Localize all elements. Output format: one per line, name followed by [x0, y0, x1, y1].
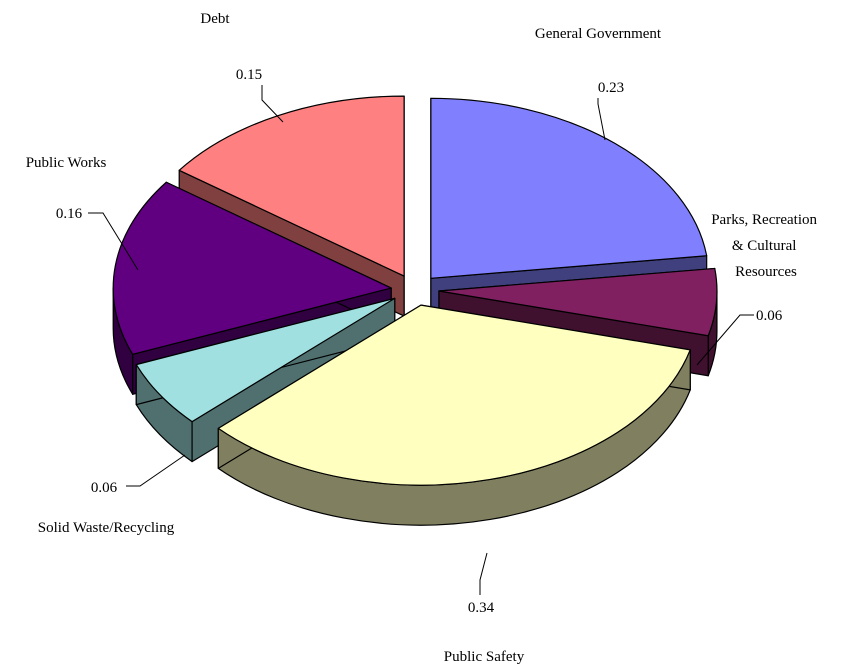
leader-line-general-government [597, 98, 606, 141]
leader-line-debt [261, 85, 284, 123]
value-label-general-government: 0.23 [598, 80, 624, 96]
slice-parks-recreation-cultural-resources [438, 267, 718, 337]
leader-line-public-safety [479, 552, 488, 595]
category-label-general-government: General Government [535, 26, 662, 42]
slice-general-government [430, 97, 708, 279]
value-label-parks: 0.06 [756, 308, 783, 324]
slice-solid-waste-recycling [135, 297, 396, 423]
value-label-debt: 0.15 [236, 67, 262, 83]
leader-line-parks-recreation-cultural-resources [696, 314, 754, 366]
category-label-public-works: Public Works [26, 155, 107, 171]
slice-debt [178, 95, 405, 277]
value-label-public-works: 0.16 [56, 206, 83, 222]
value-label-solid-waste: 0.06 [91, 480, 118, 496]
leader-lines [88, 85, 754, 595]
leader-line-solid-waste-recycling [126, 454, 186, 487]
category-label-parks-line-2: & Cultural [732, 238, 797, 254]
category-label-debt: Debt [200, 11, 230, 27]
value-label-public-safety: 0.34 [468, 600, 495, 616]
category-label-public-safety: Public Safety [444, 649, 525, 665]
category-label-parks-line-3: Resources [735, 264, 797, 280]
slice-public-safety [217, 304, 691, 486]
leader-line-public-works [88, 212, 139, 271]
category-label-parks: Parks, Recreation & Cultural Resources [711, 212, 821, 280]
category-label-solid-waste: Solid Waste/Recycling [38, 520, 175, 536]
category-label-parks-line-1: Parks, Recreation [711, 212, 817, 228]
pie-tops [112, 95, 718, 486]
slice-public-works [112, 181, 392, 355]
